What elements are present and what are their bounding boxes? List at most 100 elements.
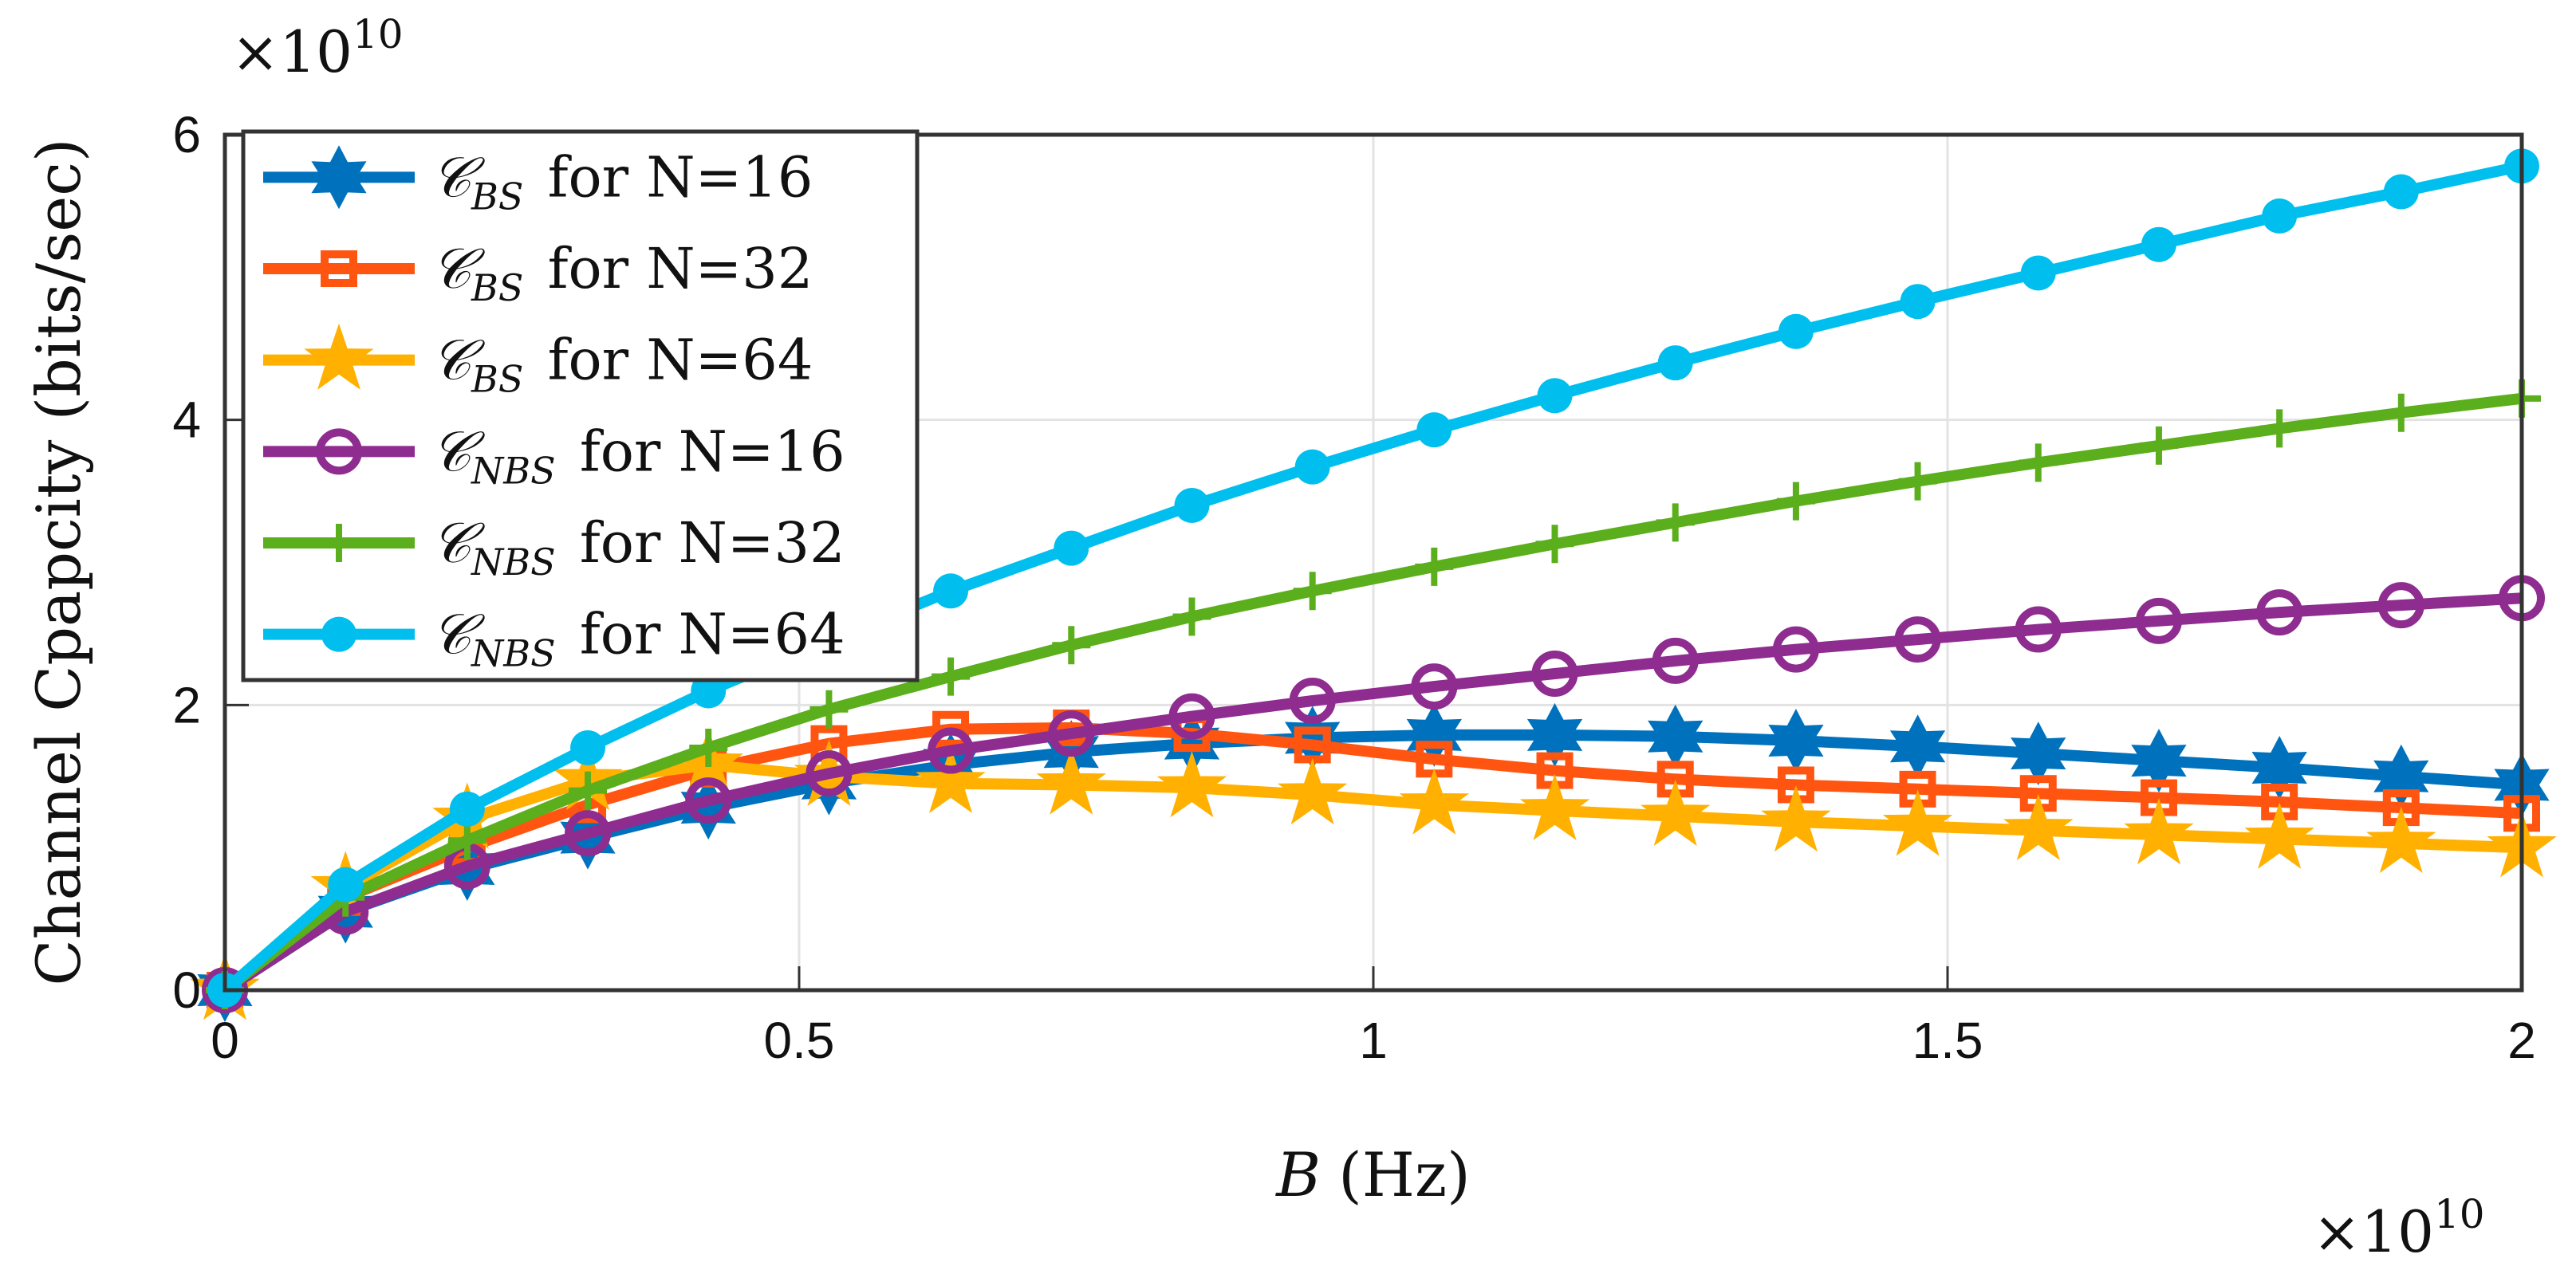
series-5: [207, 148, 2539, 1008]
y-tick-label: 0: [172, 961, 201, 1019]
plus-marker: [1052, 626, 1091, 665]
plus-marker: [1898, 462, 1937, 501]
series-line: [221, 722, 2523, 995]
legend-entry: 𝒞BS for N=64: [263, 323, 813, 401]
circle-marker: [805, 750, 853, 797]
circle-marker: [1531, 650, 1578, 697]
legend-label: 𝒞NBS for N=64: [431, 602, 845, 675]
hexagram-marker: [2131, 729, 2187, 793]
dot-marker: [1054, 530, 1089, 566]
y-axis-label: Channel Cpapcity (bits/sec): [23, 139, 94, 986]
hexagram-marker: [1526, 702, 1583, 767]
pentagram-marker: [1156, 751, 1227, 818]
pentagram-marker: [1761, 785, 1831, 852]
dot-marker: [2020, 255, 2056, 291]
hexagram-marker: [1406, 702, 1462, 767]
series-3: [202, 575, 2545, 1013]
hexagram-marker: [1768, 709, 1824, 773]
plus-marker: [447, 821, 486, 860]
circle-marker: [685, 777, 732, 824]
legend-label: 𝒞BS for N=32: [431, 236, 813, 309]
square-marker: [932, 710, 970, 748]
ticks: 0 0.5 1 1.5 2 0 2 4 6: [172, 106, 2535, 1069]
plus-marker: [2260, 409, 2299, 448]
pentagram-marker: [2366, 806, 2436, 873]
dot-marker: [328, 867, 364, 902]
x-tick-label: 1.5: [1912, 1012, 1983, 1069]
series-line: [221, 392, 2523, 995]
x-tick-label: 0.5: [764, 1012, 835, 1069]
legend-label: 𝒞BS for N=64: [431, 328, 813, 401]
dot-marker: [2383, 174, 2419, 210]
plus-marker: [2381, 393, 2420, 432]
dot-marker: [1294, 449, 1330, 485]
plus-marker: [1656, 503, 1695, 542]
dot-marker: [1900, 284, 1936, 320]
legend-entry: 𝒞BS for N=32: [263, 236, 813, 309]
circle-marker: [1772, 626, 1819, 673]
plus-marker: [809, 690, 849, 729]
pentagram-marker: [2244, 802, 2314, 869]
circle-marker: [1411, 663, 1458, 710]
circle-marker: [1652, 637, 1699, 684]
dot-marker: [570, 729, 606, 765]
y-tick-label: 4: [172, 391, 201, 449]
dot-marker: [1537, 378, 1573, 414]
x-tick-label: 2: [2507, 1012, 2536, 1069]
plus-marker: [1172, 597, 1211, 636]
plus-marker: [689, 728, 728, 767]
plus-marker: [932, 657, 971, 696]
x-tick-label: 1: [1359, 1012, 1388, 1069]
dot-marker: [1657, 345, 1693, 381]
circle-marker: [2135, 597, 2182, 644]
series-group: [190, 148, 2557, 1022]
dot-marker: [1174, 487, 1210, 523]
circle-marker: [2377, 582, 2424, 629]
circle-marker: [1289, 677, 1336, 724]
legend-box: [241, 129, 920, 682]
dot-marker: [2141, 226, 2176, 262]
dot-marker: [449, 791, 485, 827]
pentagram-marker: [1399, 768, 1470, 835]
plus-marker: [1293, 572, 1332, 611]
plus-marker: [2139, 426, 2178, 465]
pentagram-marker: [304, 323, 374, 390]
y-tick-label: 2: [172, 676, 201, 733]
legend-entry: 𝒞NBS for N=64: [263, 602, 845, 675]
legend-entry: 𝒞NBS for N=16: [263, 419, 845, 492]
plus-marker: [320, 524, 358, 562]
pentagram-marker: [2124, 798, 2194, 865]
dot-marker: [2262, 198, 2298, 234]
plus-marker: [569, 771, 608, 810]
pentagram-marker: [1277, 758, 1348, 825]
dot-marker: [321, 616, 356, 652]
hexagram-marker: [2373, 744, 2429, 808]
plus-marker: [2019, 443, 2058, 482]
hexagram-marker: [1164, 711, 1220, 776]
circle-marker: [1894, 616, 1941, 663]
hexagram-marker: [1285, 706, 1341, 770]
circle-marker: [565, 810, 612, 857]
pentagram-marker: [2003, 793, 2074, 860]
circle-marker: [2015, 606, 2062, 653]
plus-marker: [1776, 482, 1815, 521]
dot-marker: [1778, 313, 1814, 349]
circle-marker: [2256, 589, 2303, 636]
pentagram-marker: [1641, 779, 1711, 846]
circle-marker: [316, 428, 362, 475]
dot-marker: [1416, 412, 1452, 448]
hexagram-marker: [311, 145, 367, 210]
hexagram-marker: [1889, 714, 1946, 779]
x-tick-label: 0: [211, 1012, 239, 1069]
pentagram-marker: [1036, 748, 1106, 815]
x-axis-label: B (Hz): [1274, 1139, 1470, 1210]
y-exponent: ×1010: [231, 11, 404, 85]
circle-marker: [1048, 710, 1095, 757]
hexagram-marker: [2011, 722, 2066, 786]
dot-marker: [933, 573, 969, 609]
circle-marker: [1168, 693, 1215, 740]
pentagram-marker: [1882, 789, 1953, 856]
series-line: [221, 160, 2523, 995]
